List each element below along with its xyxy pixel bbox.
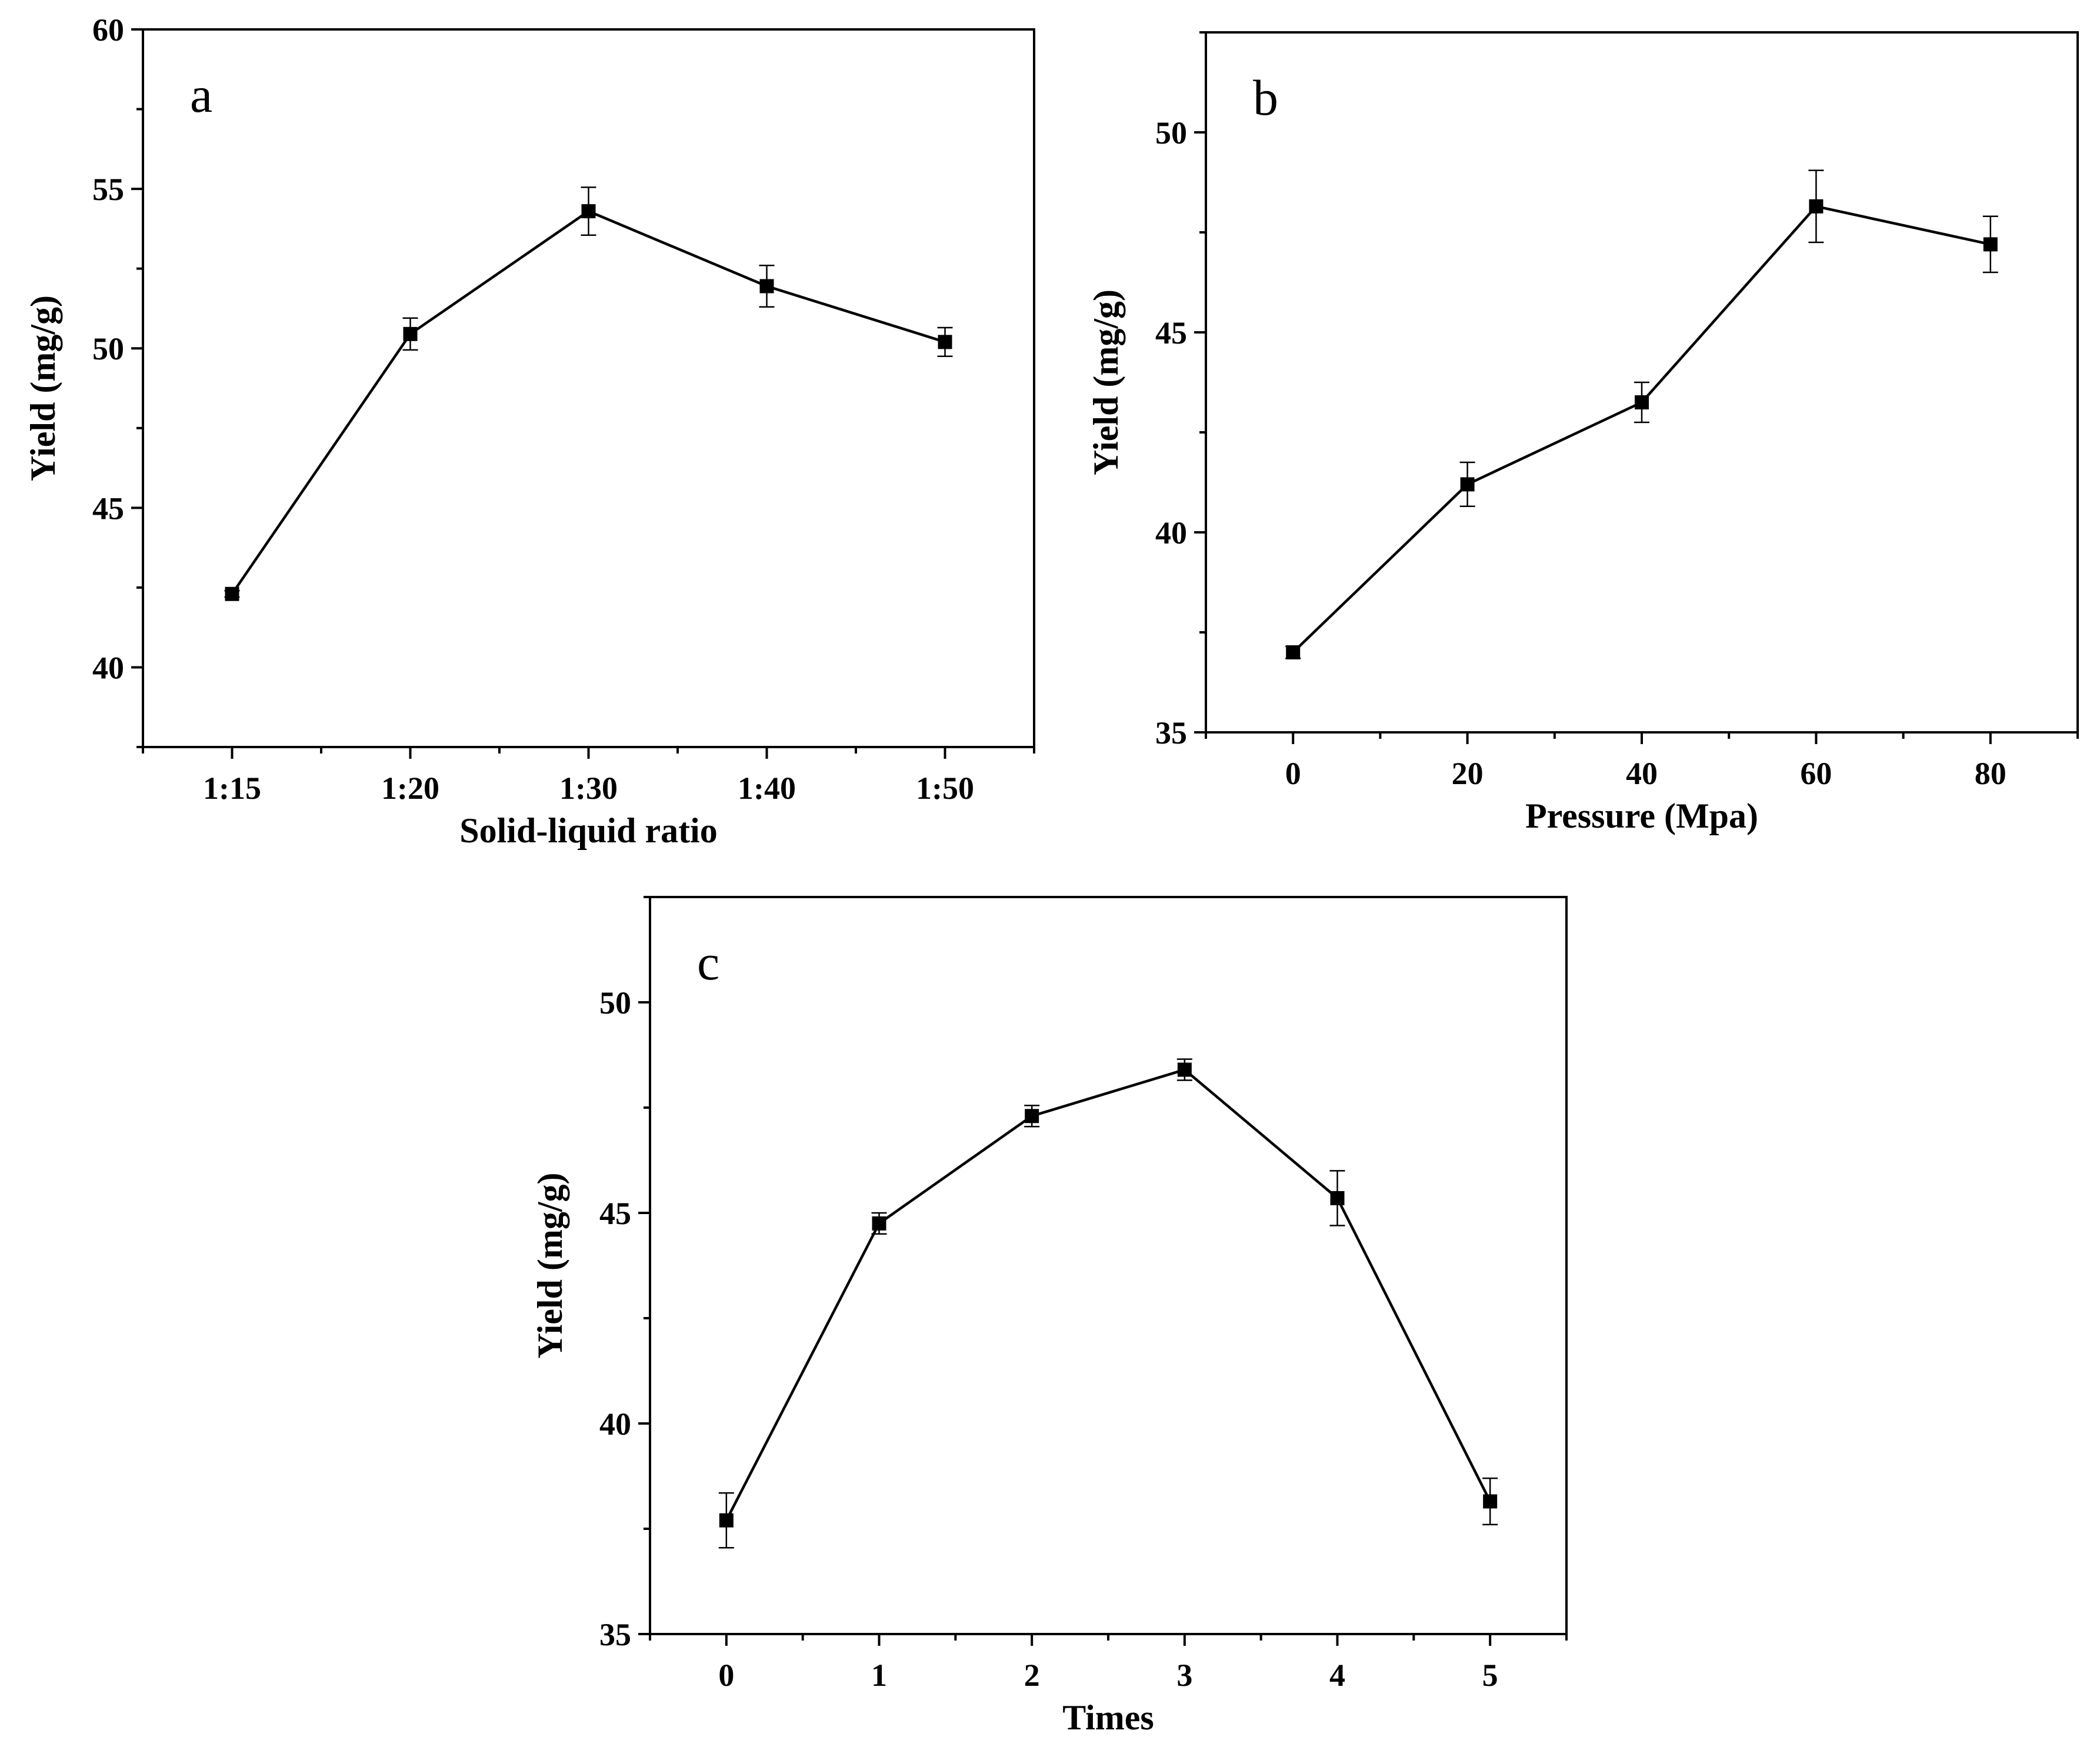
- y-tick-label: 45: [1155, 315, 1187, 351]
- x-tick-label: 80: [1975, 756, 2006, 791]
- y-axis-title: Yield (mg/g): [24, 295, 62, 481]
- data-point: [1635, 395, 1649, 409]
- x-axis-title: Pressure (Mpa): [1525, 796, 1758, 835]
- chart-panel-b: 35 40 45 50 0 20 40 60 80 Pressure (Mpa) Yield (mg…: [1086, 31, 2079, 835]
- data-point: [1460, 477, 1475, 492]
- y-tick-label: 50: [599, 985, 631, 1021]
- y-tick-label: 45: [599, 1196, 631, 1231]
- x-tick-label: 0: [1285, 756, 1301, 791]
- y-tick-label: 40: [92, 650, 124, 685]
- panel-label: c: [697, 934, 719, 991]
- y-tick-label: 35: [599, 1617, 631, 1652]
- data-point: [225, 586, 239, 601]
- data-point: [759, 279, 774, 294]
- data-point: [1483, 1494, 1498, 1509]
- y-tick-label: 40: [599, 1406, 631, 1442]
- y-tick-label: 45: [92, 491, 124, 526]
- plot-frame-a: [142, 28, 1035, 748]
- x-tick-label: 1:50: [916, 771, 974, 806]
- x-tick-label: 1: [871, 1658, 887, 1693]
- data-point: [1983, 237, 1998, 252]
- data-point: [719, 1513, 734, 1528]
- y-axis-title: Yield (mg/g): [531, 1172, 569, 1358]
- x-tick-label: 1:20: [381, 771, 439, 806]
- x-tick-label: 5: [1482, 1658, 1498, 1693]
- x-tick-label: 0: [718, 1658, 734, 1693]
- y-tick-label: 55: [92, 172, 124, 207]
- series-line: [231, 209, 946, 595]
- data-point: [1330, 1191, 1345, 1205]
- x-tick-label: 2: [1024, 1658, 1040, 1693]
- data-point: [581, 204, 596, 219]
- x-tick-label: 3: [1176, 1658, 1192, 1693]
- panel-label: a: [190, 66, 212, 123]
- y-tick-label: 50: [92, 331, 124, 366]
- x-axis-title: Times: [1062, 1698, 1154, 1737]
- data-point: [403, 326, 418, 341]
- x-axis-title: Solid-liquid ratio: [459, 811, 717, 850]
- x-tick-label: 40: [1626, 756, 1658, 791]
- x-tick-label: 1:30: [559, 771, 618, 806]
- x-tick-label: 1:40: [738, 771, 796, 806]
- data-point: [1809, 199, 1824, 214]
- y-tick-label: 50: [1155, 115, 1187, 151]
- data-point: [938, 335, 952, 349]
- series-line: [1292, 205, 1991, 654]
- x-tick-label: 1:15: [203, 771, 261, 806]
- data-point: [1177, 1062, 1192, 1077]
- x-tick-label: 60: [1800, 756, 1832, 791]
- y-tick-label: 40: [1155, 515, 1187, 551]
- x-tick-label: 20: [1452, 756, 1484, 791]
- plot-frame-c: [649, 896, 1568, 1635]
- panel-label: b: [1253, 69, 1278, 126]
- data-point: [1025, 1109, 1039, 1123]
- y-axis-title: Yield (mg/g): [1086, 289, 1125, 475]
- x-tick-label: 4: [1329, 1658, 1345, 1693]
- chart-panel-a: 40 45 50 55 60 1:15 1:20 1:30 1:40 1:50 Solid-liqu…: [24, 12, 1035, 850]
- y-tick-label: 60: [92, 12, 124, 48]
- y-tick-label: 35: [1155, 715, 1187, 751]
- series-line: [725, 1068, 1492, 1521]
- data-point: [1286, 645, 1301, 659]
- data-point: [872, 1216, 886, 1231]
